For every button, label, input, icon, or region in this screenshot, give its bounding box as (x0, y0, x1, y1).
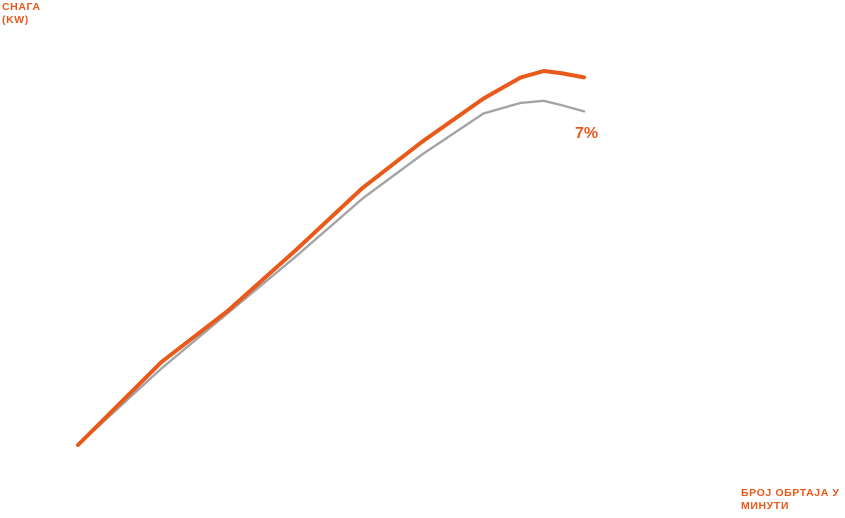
x-axis-label-line-1: БРОЈ ОБРТАЈА У (741, 487, 840, 499)
y-axis-label-line-2: (KW) (2, 14, 29, 26)
percent-difference-label: 7% (575, 125, 598, 142)
y-axis-label: СНАГА (KW) (2, 1, 41, 27)
series-line-baseline (76, 99, 586, 447)
x-axis-label-line-2: МИНУТИ (741, 500, 789, 512)
x-axis-label: БРОЈ ОБРТАЈА У МИНУТИ (741, 487, 845, 513)
y-axis-label-line-1: СНАГА (2, 1, 41, 13)
series-line-highlight (76, 69, 586, 447)
